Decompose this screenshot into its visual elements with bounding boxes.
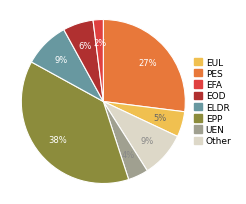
Wedge shape xyxy=(103,102,178,171)
Text: 6%: 6% xyxy=(78,42,92,51)
Wedge shape xyxy=(31,30,103,102)
Text: 38%: 38% xyxy=(48,135,67,144)
Wedge shape xyxy=(64,21,103,102)
Text: 2%: 2% xyxy=(93,39,106,48)
Wedge shape xyxy=(103,20,185,112)
Legend: EUL, PES, EFA, EOD, ELDR, EPP, UEN, Other: EUL, PES, EFA, EOD, ELDR, EPP, UEN, Othe… xyxy=(194,58,231,146)
Text: 5%: 5% xyxy=(154,114,167,123)
Text: 9%: 9% xyxy=(55,56,68,65)
Wedge shape xyxy=(103,102,147,180)
Wedge shape xyxy=(103,102,185,137)
Text: 4%: 4% xyxy=(122,151,135,160)
Wedge shape xyxy=(21,63,129,184)
Text: 27%: 27% xyxy=(138,59,157,68)
Text: 9%: 9% xyxy=(141,136,154,145)
Wedge shape xyxy=(93,20,103,102)
